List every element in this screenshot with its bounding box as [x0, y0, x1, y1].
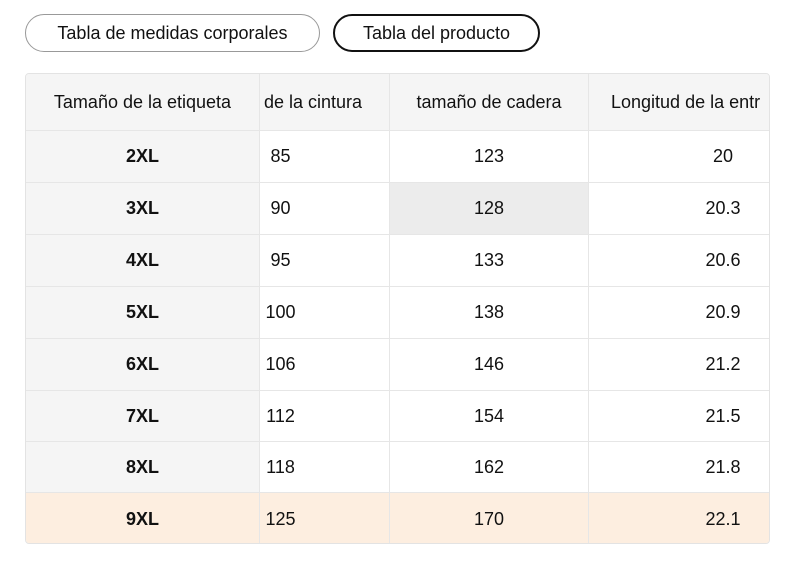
header-cell: Tamaño de la etiqueta — [26, 74, 260, 131]
table-cell: 20.6 — [589, 235, 769, 287]
table-cell: 138 — [390, 287, 589, 339]
table-cell: 128 — [390, 183, 589, 235]
table-cell: 170 — [390, 493, 589, 543]
table-cell: 112 — [260, 391, 390, 442]
table-cell: 20.3 — [589, 183, 769, 235]
table-cell: 146 — [390, 339, 589, 391]
header-cell: de la cintura — [260, 74, 390, 131]
row-label: 2XL — [26, 131, 260, 183]
table-cell: 20 — [589, 131, 769, 183]
size-table: Tamaño de la etiqueta de la cintura tamaño… — [25, 73, 770, 544]
table-cell: 100 — [260, 287, 390, 339]
row-label: 7XL — [26, 391, 260, 442]
table-cell: 21.8 — [589, 442, 769, 493]
row-label: 4XL — [26, 235, 260, 287]
table-cell: 118 — [260, 442, 390, 493]
tab-active[interactable]: Tabla del producto — [333, 14, 540, 52]
row-label: 6XL — [26, 339, 260, 391]
table-cell: 22.1 — [589, 493, 769, 543]
tab[interactable]: Tabla de medidas corporales — [25, 14, 320, 52]
table-cell: 21.2 — [589, 339, 769, 391]
table-cell: 162 — [390, 442, 589, 493]
table-cell: 21.5 — [589, 391, 769, 442]
table-cell: 125 — [260, 493, 390, 543]
row-label: 8XL — [26, 442, 260, 493]
table-cell: 95 — [260, 235, 390, 287]
row-label: 9XL — [26, 493, 260, 543]
table-cell: 20.9 — [589, 287, 769, 339]
table-cell: 133 — [390, 235, 589, 287]
table-cell: 154 — [390, 391, 589, 442]
header-cell: Longitud de la entr — [589, 74, 769, 131]
table-cell: 106 — [260, 339, 390, 391]
row-label: 3XL — [26, 183, 260, 235]
table-cell: 85 — [260, 131, 390, 183]
header-cell: tamaño de cadera — [390, 74, 589, 131]
table-cell: 123 — [390, 131, 589, 183]
table-cell: 90 — [260, 183, 390, 235]
row-label: 5XL — [26, 287, 260, 339]
